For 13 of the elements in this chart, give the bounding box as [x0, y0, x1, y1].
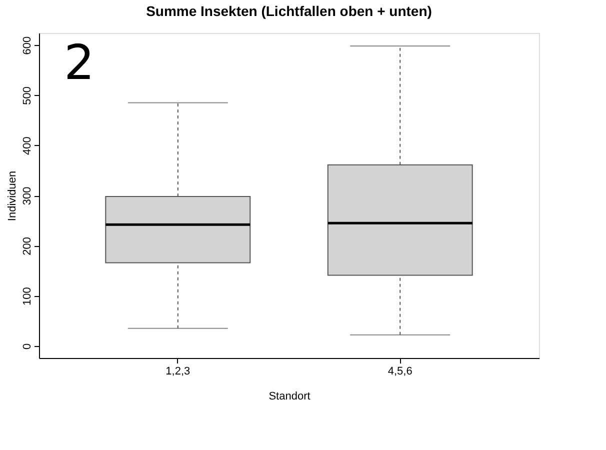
y-tick-label: 200	[22, 236, 34, 256]
annotation: 2	[64, 35, 95, 91]
y-tick-label: 400	[22, 136, 34, 156]
y-tick-label: 100	[22, 287, 34, 306]
x-tick-label: 4,5,6	[388, 366, 412, 378]
y-tick-label: 0	[22, 343, 34, 350]
x-axis-title: Standort	[268, 390, 310, 402]
chart-title: Summe Insekten (Lichtfallen oben + unten)	[146, 3, 432, 19]
y-tick-label: 600	[22, 36, 34, 55]
y-tick-label: 300	[22, 186, 34, 206]
x-tick-label: 1,2,3	[166, 366, 190, 378]
y-axis-title: Individuen	[6, 170, 18, 222]
y-tick-label: 500	[22, 86, 34, 105]
